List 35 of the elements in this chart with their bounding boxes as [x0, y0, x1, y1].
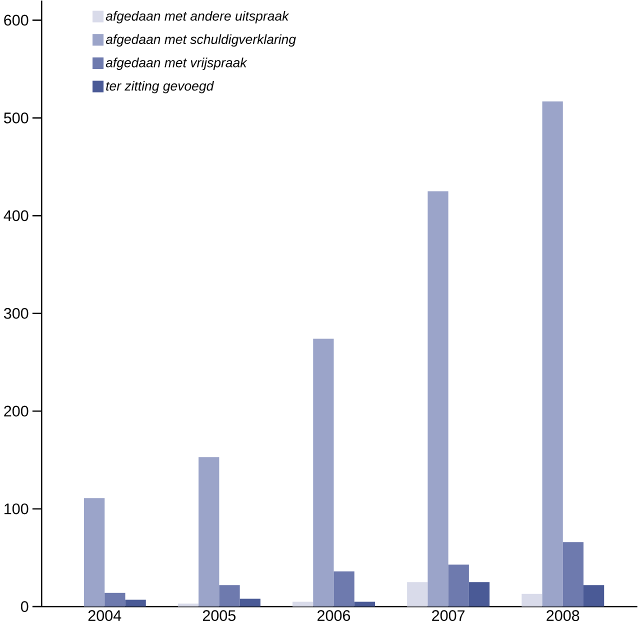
- y-tick-label: 200: [4, 406, 28, 416]
- bar: [542, 101, 563, 606]
- x-tick-label: 2007: [432, 610, 465, 621]
- x-tick-label: 2005: [202, 610, 236, 621]
- bar: [292, 602, 314, 606]
- bar: [468, 582, 490, 606]
- bar: [198, 456, 220, 606]
- x-tick-label: 2006: [318, 610, 350, 621]
- bar: [104, 592, 126, 606]
- legend-label: afgedaan met schuldigverklaring: [106, 34, 296, 46]
- y-tick-label: 0: [20, 601, 28, 612]
- bar: [584, 584, 604, 606]
- bar: [219, 584, 240, 606]
- bar: [448, 564, 469, 606]
- bar: [313, 338, 334, 606]
- y-tick-label: 300: [4, 308, 28, 319]
- x-tick-label: 2008: [546, 610, 580, 621]
- bar: [125, 600, 146, 606]
- legend-label: afgedaan met vrijspraak: [106, 57, 248, 70]
- bar: [240, 598, 260, 606]
- legend-label: ter zitting gevoegd: [106, 80, 214, 94]
- bar: [334, 571, 354, 606]
- y-tick-label: 400: [4, 210, 28, 221]
- bar: [562, 542, 584, 606]
- y-tick-label: 500: [4, 112, 28, 124]
- x-tick-label: 2004: [88, 610, 122, 621]
- bar: [428, 191, 448, 606]
- bar: [354, 602, 375, 606]
- bar: [84, 498, 105, 606]
- y-tick-label: 100: [4, 503, 28, 514]
- bar: [522, 594, 542, 606]
- bar: [407, 582, 428, 606]
- bar: [178, 603, 199, 606]
- y-tick-label: 600: [4, 14, 28, 26]
- legend-label: afgedaan met andere uitspraak: [106, 10, 290, 24]
